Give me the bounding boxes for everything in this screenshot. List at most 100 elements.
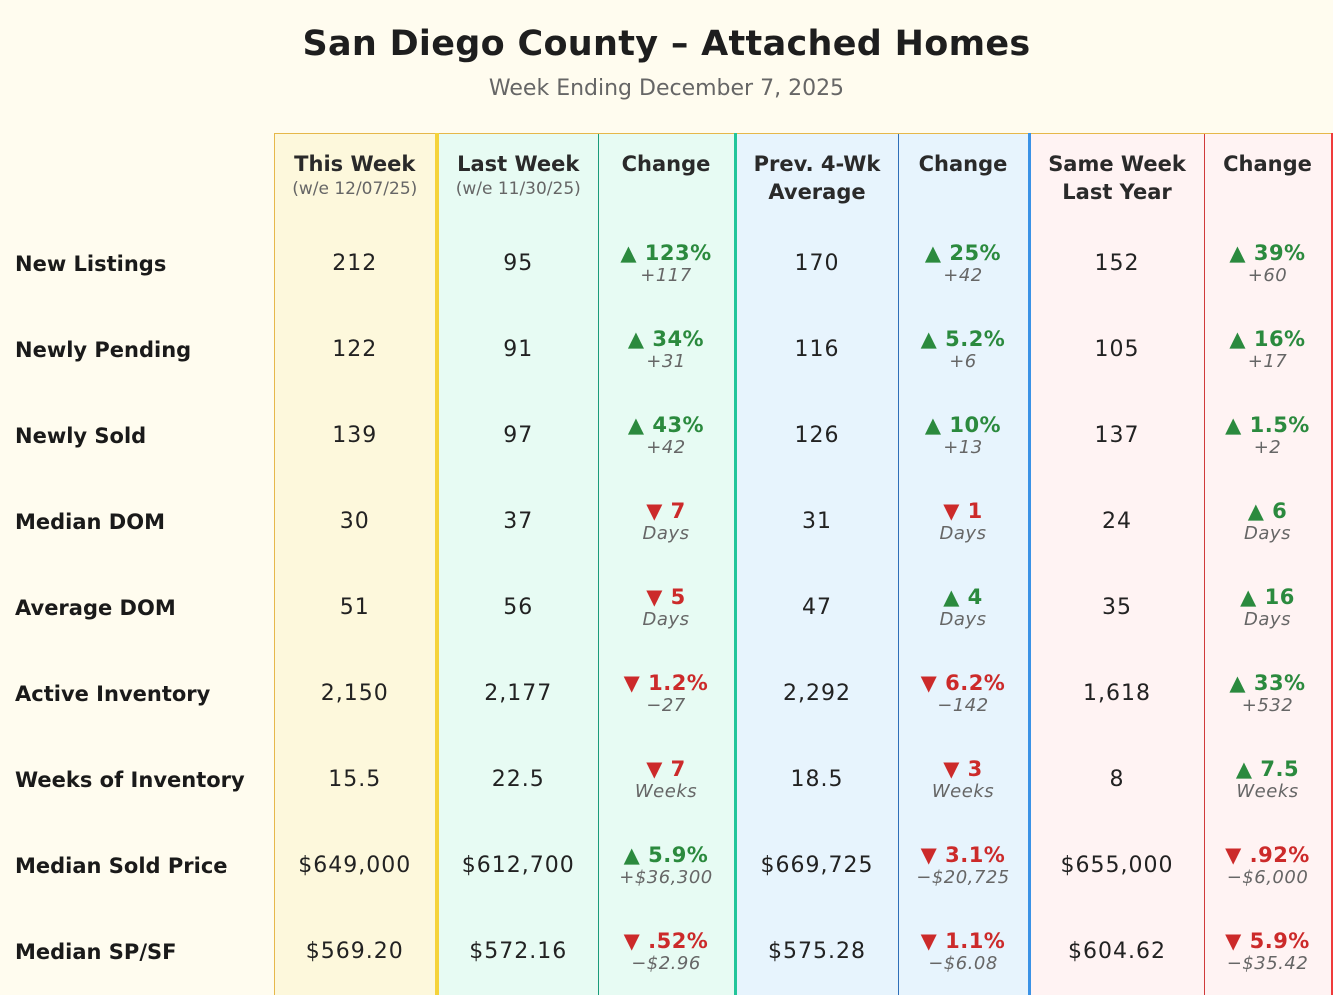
change-down-percent: ▼ 3.1%	[920, 842, 1006, 867]
last-week-value: 37	[435, 478, 598, 565]
change-up-percent: ▲ 5.2%	[920, 326, 1006, 351]
header-title: Last Week	[457, 152, 580, 176]
header-change-year: Change	[1203, 133, 1333, 221]
change-down-percent: ▼ 1	[943, 498, 983, 523]
change-up-percent: ▲ 5.9%	[623, 842, 709, 867]
change-up-percent: ▲ 1.5%	[1225, 412, 1310, 437]
row-label: Newly Sold	[15, 423, 147, 448]
row-label: Average DOM	[15, 595, 176, 620]
change-vs-4wk-avg: ▼ 3.1% −$20,725	[897, 822, 1029, 909]
change-difference: +2	[1253, 436, 1282, 458]
change-difference: Days	[939, 608, 987, 630]
row-label: Active Inventory	[15, 681, 211, 706]
prev-4wk-avg-value: 18.5	[733, 736, 898, 823]
change-down-percent: ▼ 1.2%	[623, 670, 709, 695]
same-week-last-year-value: 8	[1027, 736, 1204, 823]
change-vs-last-year: ▲ 16 Days	[1203, 564, 1333, 651]
last-week-value: 22.5	[435, 736, 598, 823]
last-week-value: 97	[435, 392, 598, 479]
change-down-percent: ▼ 3	[943, 756, 983, 781]
same-week-last-year-value: $655,000	[1027, 822, 1204, 909]
this-week-value: $649,000	[273, 822, 437, 909]
change-vs-last-week: ▼ .52% −$2.96	[597, 908, 735, 995]
header-last-week: Last Week (w/e 11/30/25)	[435, 133, 598, 221]
change-difference: +60	[1247, 264, 1288, 286]
change-difference: +42	[646, 436, 686, 458]
table-row: Average DOM 51 56 ▼ 5 Days 47 ▲ 4 Days 35 ▲ 16 Day…	[0, 564, 1333, 651]
this-week-value: 212	[273, 220, 437, 307]
row-label: New Listings	[15, 251, 167, 276]
prev-4wk-avg-value: 31	[733, 478, 898, 565]
this-week-value: 139	[273, 392, 437, 479]
change-vs-4wk-avg: ▲ 4 Days	[897, 564, 1029, 651]
table-row: Median SP/SF $569.20 $572.16 ▼ .52% −$2.96 $5…	[0, 908, 1333, 995]
last-week-value: 2,177	[435, 650, 598, 737]
change-vs-4wk-avg: ▲ 25% +42	[897, 220, 1029, 307]
this-week-value: 15.5	[273, 736, 437, 823]
same-week-last-year-value: 35	[1027, 564, 1204, 651]
page-title: San Diego County – Attached Homes	[302, 24, 1031, 64]
prev-4wk-avg-value: 2,292	[733, 650, 898, 737]
change-up-percent: ▲ 10%	[924, 412, 1002, 437]
change-vs-last-year: ▲ 33% +532	[1203, 650, 1333, 737]
change-difference: −$2.96	[631, 952, 701, 974]
change-down-percent: ▼ 5.9%	[1225, 928, 1310, 953]
change-vs-last-year: ▲ 39% +60	[1203, 220, 1333, 307]
table-body: New Listings 212 95 ▲ 123% +117 170 ▲ 25% +42 15…	[0, 220, 1333, 995]
same-week-last-year-value: 152	[1027, 220, 1204, 307]
change-vs-last-week: ▲ 34% +31	[597, 306, 735, 393]
change-vs-4wk-avg: ▲ 10% +13	[897, 392, 1029, 479]
change-difference: −$6,000	[1226, 866, 1309, 888]
prev-4wk-avg-value: 170	[733, 220, 898, 307]
row-label: Median Sold Price	[15, 853, 228, 878]
change-up-percent: ▲ 4	[943, 584, 983, 609]
table-row: Active Inventory 2,150 2,177 ▼ 1.2% −27 2,292…	[0, 650, 1333, 737]
same-week-last-year-value: 1,618	[1027, 650, 1204, 737]
change-difference: Days	[1244, 608, 1291, 630]
change-difference: Weeks	[931, 780, 995, 802]
change-down-percent: ▼ 7	[646, 756, 686, 781]
same-week-last-year-value: 137	[1027, 392, 1204, 479]
change-vs-last-year: ▲ 16% +17	[1203, 306, 1333, 393]
page-subtitle: Week Ending December 7, 2025	[488, 76, 845, 101]
prev-4wk-avg-value: $669,725	[733, 822, 898, 909]
change-vs-4wk-avg: ▲ 5.2% +6	[897, 306, 1029, 393]
header-subtitle: (w/e 11/30/25)	[455, 179, 581, 199]
change-up-percent: ▲ 123%	[620, 240, 712, 265]
change-up-percent: ▲ 33%	[1229, 670, 1306, 695]
change-up-percent: ▲ 6	[1247, 498, 1288, 523]
change-vs-last-year: ▼ .92% −$6,000	[1203, 822, 1333, 909]
this-week-value: 2,150	[273, 650, 437, 737]
change-down-percent: ▼ 5	[646, 584, 686, 609]
market-stats-table: This Week (w/e 12/07/25) Last Week (w/e 11…	[0, 133, 1333, 995]
last-week-value: 91	[435, 306, 598, 393]
change-difference: +$36,300	[619, 866, 713, 888]
table-row: Newly Sold 139 97 ▲ 43% +42 126 ▲ 10% +13 137 ▲ 1…	[0, 392, 1333, 479]
row-label: Newly Pending	[15, 337, 192, 362]
header-this-week: This Week (w/e 12/07/25)	[273, 133, 437, 221]
change-vs-last-week: ▲ 5.9% +$36,300	[597, 822, 735, 909]
this-week-value: 51	[273, 564, 437, 651]
change-difference: Weeks	[634, 780, 698, 802]
header-same-week-last-year: Same Week Last Year	[1027, 133, 1204, 221]
header-label-spacer	[0, 134, 274, 221]
table-row: Weeks of Inventory 15.5 22.5 ▼ 7 Weeks 18.5 ▼ …	[0, 736, 1333, 823]
prev-4wk-avg-value: 47	[733, 564, 898, 651]
change-difference: +42	[943, 264, 983, 286]
change-vs-last-year: ▼ 5.9% −$35.42	[1203, 908, 1333, 995]
change-down-percent: ▼ 1.1%	[920, 928, 1006, 953]
change-difference: +31	[646, 350, 686, 372]
change-difference: −$20,725	[916, 866, 1010, 888]
change-vs-4wk-avg: ▼ 6.2% −142	[897, 650, 1029, 737]
change-vs-4wk-avg: ▼ 1.1% −$6.08	[897, 908, 1029, 995]
this-week-value: $569.20	[273, 908, 437, 995]
header-row: This Week (w/e 12/07/25) Last Week (w/e 11…	[0, 133, 1333, 221]
row-label: Median DOM	[15, 509, 165, 534]
same-week-last-year-value: $604.62	[1027, 908, 1204, 995]
change-down-percent: ▼ .92%	[1225, 842, 1310, 867]
change-difference: +117	[640, 264, 692, 286]
row-label: Median SP/SF	[15, 939, 177, 964]
change-difference: −27	[646, 694, 686, 716]
change-vs-last-week: ▼ 7 Weeks	[597, 736, 735, 823]
change-vs-last-week: ▲ 123% +117	[597, 220, 735, 307]
